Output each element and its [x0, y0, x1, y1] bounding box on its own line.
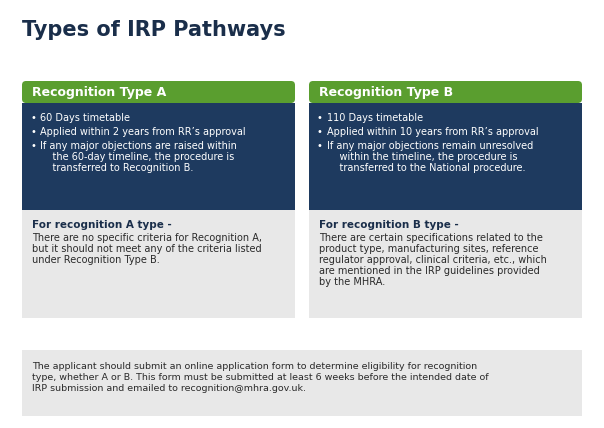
- Text: For recognition B type -: For recognition B type -: [319, 220, 459, 230]
- Text: but it should not meet any of the criteria listed: but it should not meet any of the criter…: [32, 244, 262, 254]
- Text: within the timeline, the procedure is: within the timeline, the procedure is: [327, 152, 518, 162]
- Bar: [309, 103, 582, 210]
- Text: 60 Days timetable: 60 Days timetable: [40, 113, 130, 123]
- Text: There are certain specifications related to the: There are certain specifications related…: [319, 233, 543, 243]
- Text: •: •: [30, 127, 36, 137]
- Text: under Recognition Type B.: under Recognition Type B.: [32, 255, 159, 265]
- FancyBboxPatch shape: [22, 81, 295, 103]
- Text: •: •: [317, 127, 323, 137]
- Text: •: •: [317, 113, 323, 123]
- FancyBboxPatch shape: [309, 81, 582, 103]
- Text: Types of IRP Pathways: Types of IRP Pathways: [22, 20, 286, 40]
- Text: •: •: [317, 141, 323, 151]
- Text: Applied within 10 years from RR’s approval: Applied within 10 years from RR’s approv…: [327, 127, 539, 137]
- Bar: [22, 210, 295, 318]
- Text: product type, manufacturing sites, reference: product type, manufacturing sites, refer…: [319, 244, 539, 254]
- Text: If any major objections are raised within: If any major objections are raised withi…: [40, 141, 237, 151]
- Text: are mentioned in the IRP guidelines provided: are mentioned in the IRP guidelines prov…: [319, 266, 540, 276]
- Text: Recognition Type B: Recognition Type B: [319, 86, 453, 98]
- Text: •: •: [30, 141, 36, 151]
- Text: type, whether A or B. This form must be submitted at least 6 weeks before the in: type, whether A or B. This form must be …: [32, 373, 489, 382]
- Text: IRP submission and emailed to recognition@mhra.gov.uk.: IRP submission and emailed to recognitio…: [32, 384, 306, 393]
- Text: Recognition Type A: Recognition Type A: [32, 86, 166, 98]
- Text: There are no specific criteria for Recognition A,: There are no specific criteria for Recog…: [32, 233, 262, 243]
- Text: by the MHRA.: by the MHRA.: [319, 277, 385, 287]
- Text: 110 Days timetable: 110 Days timetable: [327, 113, 423, 123]
- Text: •: •: [30, 113, 36, 123]
- Text: If any major objections remain unresolved: If any major objections remain unresolve…: [327, 141, 533, 151]
- Text: Applied within 2 years from RR’s approval: Applied within 2 years from RR’s approva…: [40, 127, 246, 137]
- Text: regulator approval, clinical criteria, etc., which: regulator approval, clinical criteria, e…: [319, 255, 547, 265]
- Bar: [22, 103, 295, 210]
- Text: transferred to the National procedure.: transferred to the National procedure.: [327, 163, 525, 173]
- Bar: [309, 210, 582, 318]
- Text: the 60-day timeline, the procedure is: the 60-day timeline, the procedure is: [40, 152, 234, 162]
- Bar: [22, 350, 582, 416]
- Text: The applicant should submit an online application form to determine eligibility : The applicant should submit an online ap…: [32, 362, 477, 371]
- Text: For recognition A type -: For recognition A type -: [32, 220, 172, 230]
- Text: transferred to Recognition B.: transferred to Recognition B.: [40, 163, 193, 173]
